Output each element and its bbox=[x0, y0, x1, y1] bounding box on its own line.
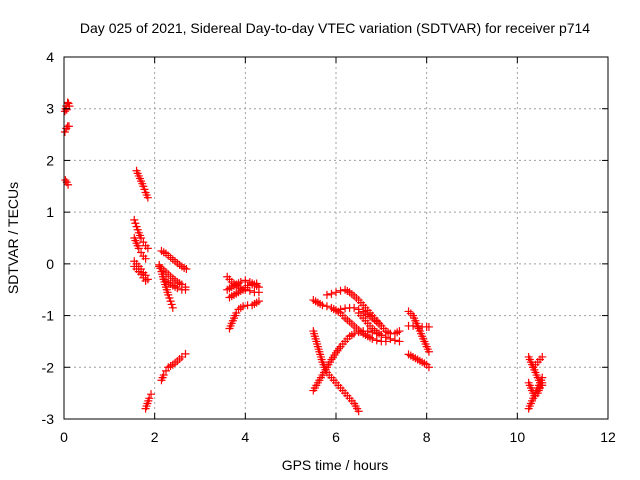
y-tick-label: 0 bbox=[46, 256, 54, 272]
data-point bbox=[322, 290, 331, 299]
data-point bbox=[395, 337, 404, 346]
data-point bbox=[239, 302, 248, 311]
data-point bbox=[145, 394, 154, 403]
x-tick-label: 4 bbox=[241, 429, 249, 445]
data-point bbox=[134, 244, 143, 253]
y-tick-label: 4 bbox=[46, 49, 54, 65]
data-point bbox=[424, 322, 433, 331]
data-point bbox=[377, 321, 386, 330]
data-point bbox=[245, 286, 254, 295]
data-point bbox=[141, 276, 150, 285]
data-point bbox=[60, 127, 69, 136]
chart-title: Day 025 of 2021, Sidereal Day-to-day VTE… bbox=[80, 20, 590, 36]
data-point bbox=[143, 244, 152, 253]
x-tick-label: 6 bbox=[332, 429, 340, 445]
data-point bbox=[241, 276, 250, 285]
x-axis-label: GPS time / hours bbox=[282, 457, 389, 473]
data-point bbox=[336, 305, 345, 314]
y-tick-label: 3 bbox=[46, 101, 54, 117]
data-point bbox=[538, 378, 547, 387]
data-point bbox=[252, 279, 261, 288]
data-point bbox=[173, 284, 182, 293]
y-tick-label: -2 bbox=[42, 359, 55, 375]
data-point bbox=[167, 300, 176, 309]
data-point bbox=[424, 363, 433, 372]
x-tick-label: 10 bbox=[510, 429, 526, 445]
x-tick-label: 2 bbox=[151, 429, 159, 445]
data-point bbox=[248, 280, 257, 289]
data-point bbox=[372, 336, 381, 345]
data-point bbox=[131, 219, 140, 228]
data-point bbox=[63, 98, 72, 107]
data-point bbox=[166, 297, 175, 306]
data-points bbox=[60, 98, 547, 416]
data-point bbox=[395, 327, 404, 336]
x-tick-label: 8 bbox=[423, 429, 431, 445]
data-point bbox=[141, 254, 150, 263]
x-tick-label: 0 bbox=[60, 429, 68, 445]
data-point bbox=[236, 277, 245, 286]
data-point bbox=[424, 347, 433, 356]
data-point bbox=[147, 390, 156, 399]
y-tick-label: 1 bbox=[46, 204, 54, 220]
x-tick-label: 12 bbox=[600, 429, 616, 445]
data-point bbox=[368, 334, 377, 343]
data-point bbox=[64, 180, 73, 189]
data-point bbox=[322, 302, 331, 311]
data-point bbox=[354, 407, 363, 416]
data-point bbox=[390, 336, 399, 345]
data-point bbox=[538, 352, 547, 361]
data-point bbox=[243, 281, 252, 290]
data-point bbox=[350, 303, 359, 312]
y-tick-label: -3 bbox=[42, 411, 55, 427]
data-point bbox=[159, 371, 168, 380]
data-point bbox=[143, 193, 152, 202]
y-tick-label: -1 bbox=[42, 308, 55, 324]
data-point bbox=[168, 303, 177, 312]
data-point bbox=[137, 234, 146, 242]
data-point bbox=[350, 329, 359, 338]
grid bbox=[64, 57, 608, 419]
data-point bbox=[377, 331, 386, 340]
y-tick-label: 2 bbox=[46, 152, 54, 168]
y-axis-label: SDTVAR / TECUs bbox=[5, 182, 21, 294]
data-point bbox=[332, 306, 340, 315]
data-point bbox=[336, 286, 345, 295]
data-point bbox=[318, 301, 327, 310]
data-point bbox=[181, 349, 190, 358]
data-point bbox=[381, 333, 390, 342]
data-point bbox=[327, 289, 336, 298]
data-point bbox=[181, 285, 190, 294]
data-point bbox=[332, 288, 340, 297]
data-point bbox=[182, 265, 191, 274]
data-point bbox=[254, 297, 263, 306]
data-point bbox=[130, 215, 139, 224]
data-point bbox=[409, 321, 418, 330]
data-point bbox=[64, 122, 73, 131]
